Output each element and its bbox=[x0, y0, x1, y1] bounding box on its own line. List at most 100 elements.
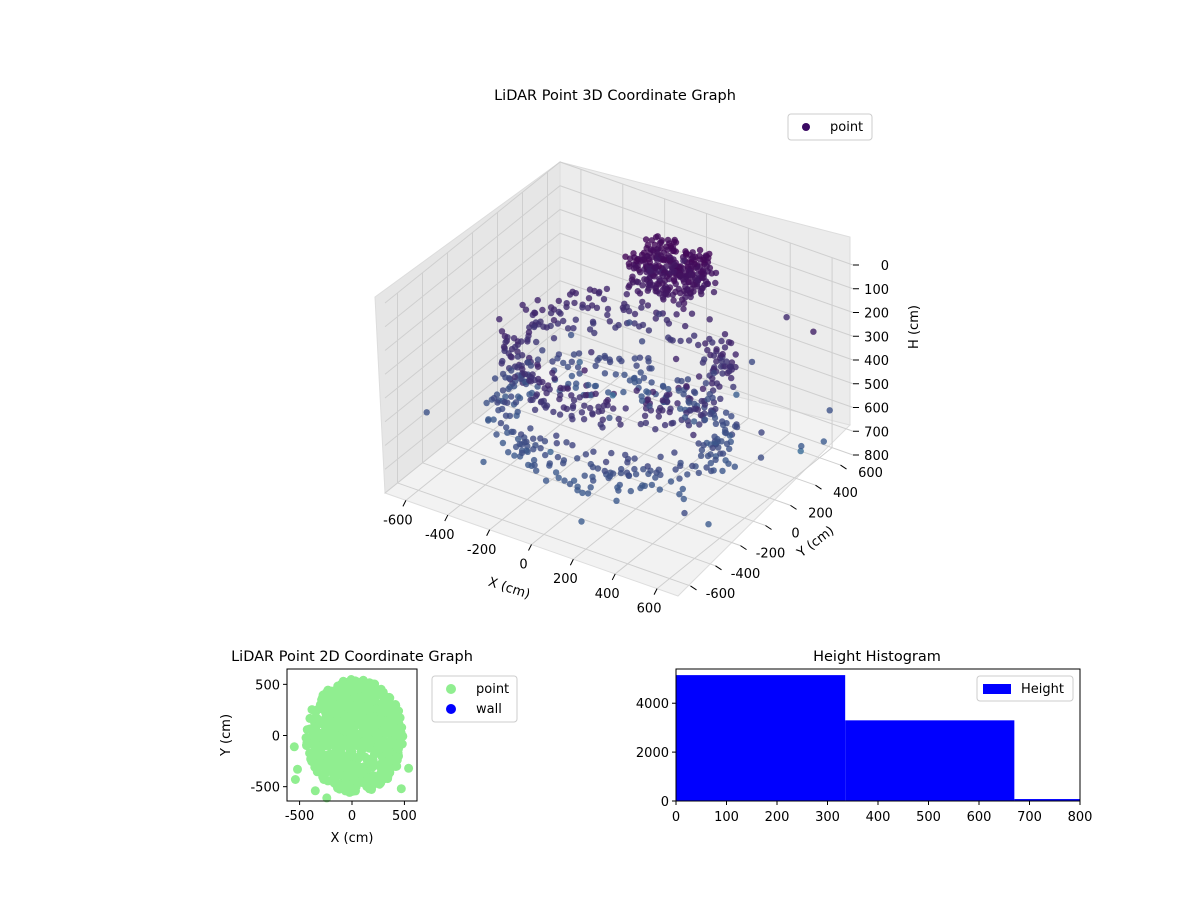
plot2d-point bbox=[351, 693, 361, 703]
plot3d-point bbox=[514, 353, 522, 360]
plot3d-point bbox=[673, 311, 680, 318]
plot3d-point bbox=[542, 477, 550, 484]
plot3d-outlier-point bbox=[588, 349, 595, 356]
plot3d-outlier-point bbox=[798, 442, 805, 450]
plot3d-point bbox=[700, 256, 707, 264]
plot2d-ytick-label: 500 bbox=[255, 678, 280, 693]
plot3d-point bbox=[579, 304, 586, 311]
plot3d-point bbox=[499, 387, 507, 394]
plot3d-point bbox=[638, 304, 645, 311]
plot3d-point bbox=[655, 413, 662, 420]
plot3d-point bbox=[643, 253, 651, 260]
plot3d-point bbox=[680, 278, 688, 285]
plot3d-point bbox=[728, 413, 735, 420]
plot3d-point bbox=[530, 456, 538, 464]
plot3d-point bbox=[555, 297, 562, 305]
plot3d-point bbox=[672, 466, 679, 473]
plot3d-point bbox=[512, 443, 520, 451]
plot3d-ytick-mark bbox=[740, 545, 747, 551]
histogram-legend-box bbox=[976, 675, 1074, 702]
plot3d-point bbox=[638, 397, 646, 404]
histogram-ytick-label: 4000 bbox=[636, 697, 669, 712]
plot3d-point bbox=[499, 370, 507, 378]
plot3d-point bbox=[637, 369, 644, 376]
plot3d-point bbox=[643, 388, 650, 395]
plot3d-point bbox=[723, 420, 730, 427]
plot3d-point bbox=[574, 455, 581, 462]
plot3d-point bbox=[663, 263, 670, 270]
plot3d-point bbox=[653, 256, 661, 263]
plot3d-point bbox=[505, 375, 513, 382]
plot3d-point bbox=[682, 283, 689, 290]
plot3d-point bbox=[699, 268, 706, 275]
plot3d-point bbox=[527, 425, 534, 432]
plot3d-point bbox=[659, 272, 667, 280]
plot3d-point bbox=[732, 351, 739, 358]
plot2d-points bbox=[289, 675, 414, 803]
histogram-xtick-label: 800 bbox=[1068, 810, 1093, 825]
plot3d-xtick-label: 0 bbox=[519, 558, 527, 573]
plot3d-ylabel: Y (cm) bbox=[794, 524, 837, 562]
plot3d-point bbox=[649, 247, 656, 254]
plot3d-gridline-h bbox=[384, 161, 854, 304]
plot3d-point bbox=[500, 343, 508, 351]
plot3d-point bbox=[581, 402, 588, 409]
plot2d-legend-marker-wall bbox=[446, 704, 456, 714]
plot3d-point bbox=[664, 398, 671, 405]
plot3d-point bbox=[680, 305, 687, 313]
plot2d-point bbox=[337, 762, 347, 772]
plot2d-point bbox=[347, 760, 356, 770]
plot3d-gridline-h bbox=[384, 208, 854, 351]
plot3d-outlier-point bbox=[710, 288, 718, 296]
plot3d-point bbox=[560, 457, 568, 464]
plot3d-xtick-mark bbox=[569, 558, 574, 566]
plot3d-point bbox=[680, 391, 687, 398]
plot3d-point bbox=[590, 477, 597, 484]
plot2d-point bbox=[364, 700, 374, 710]
plot3d-point bbox=[556, 411, 564, 418]
plot2d-point bbox=[339, 739, 349, 749]
plot3d-point bbox=[715, 444, 722, 451]
plot2d-legend-marker-point bbox=[446, 684, 456, 694]
plot3d-point bbox=[525, 329, 533, 336]
histogram-legend-marker bbox=[983, 684, 1011, 694]
plot3d-point bbox=[511, 373, 519, 381]
histogram-bar bbox=[1014, 799, 1080, 801]
plot3d-point bbox=[671, 268, 678, 275]
plot3d-outlier-point bbox=[797, 447, 804, 455]
plot3d-ytick-label: 400 bbox=[833, 486, 858, 501]
plot3d-point bbox=[569, 402, 577, 409]
plot3d-point bbox=[728, 374, 735, 382]
plot3d-outlier-point bbox=[602, 458, 610, 466]
plot3d-point bbox=[637, 420, 644, 428]
plot3d-outlier-point bbox=[748, 358, 756, 366]
plot3d-legend: point bbox=[787, 113, 873, 141]
plot3d-point bbox=[615, 321, 622, 329]
plot3d-point bbox=[677, 337, 684, 345]
plot3d-point bbox=[677, 459, 684, 467]
plot2d-point bbox=[318, 772, 328, 782]
plot3d-point bbox=[633, 387, 640, 394]
plot3d-point bbox=[695, 469, 702, 477]
plot3d-ztick-label: 200 bbox=[864, 307, 889, 322]
plot3d-point bbox=[658, 237, 665, 244]
plot3d-point bbox=[631, 465, 638, 473]
plot3d-point bbox=[717, 395, 724, 402]
plot2d-point bbox=[377, 759, 386, 768]
plot3d-outlier-point bbox=[705, 521, 712, 528]
plot3d-point bbox=[648, 365, 655, 372]
plot3d-point bbox=[709, 444, 716, 452]
plot3d-point bbox=[666, 284, 674, 291]
plot3d-point bbox=[656, 486, 663, 493]
plot3d-point bbox=[498, 328, 506, 335]
plot3d-point bbox=[689, 462, 696, 470]
plot3d-ztick-label: 100 bbox=[864, 283, 889, 298]
plot3d-point bbox=[569, 442, 576, 449]
plot3d-point bbox=[719, 467, 726, 475]
plot3d-point bbox=[722, 429, 730, 437]
plot3d-point bbox=[563, 439, 570, 446]
plot3d-outlier-point bbox=[605, 474, 612, 482]
plot3d-point bbox=[503, 424, 510, 431]
plot3d-point bbox=[674, 377, 681, 384]
plot3d-point bbox=[675, 301, 683, 308]
